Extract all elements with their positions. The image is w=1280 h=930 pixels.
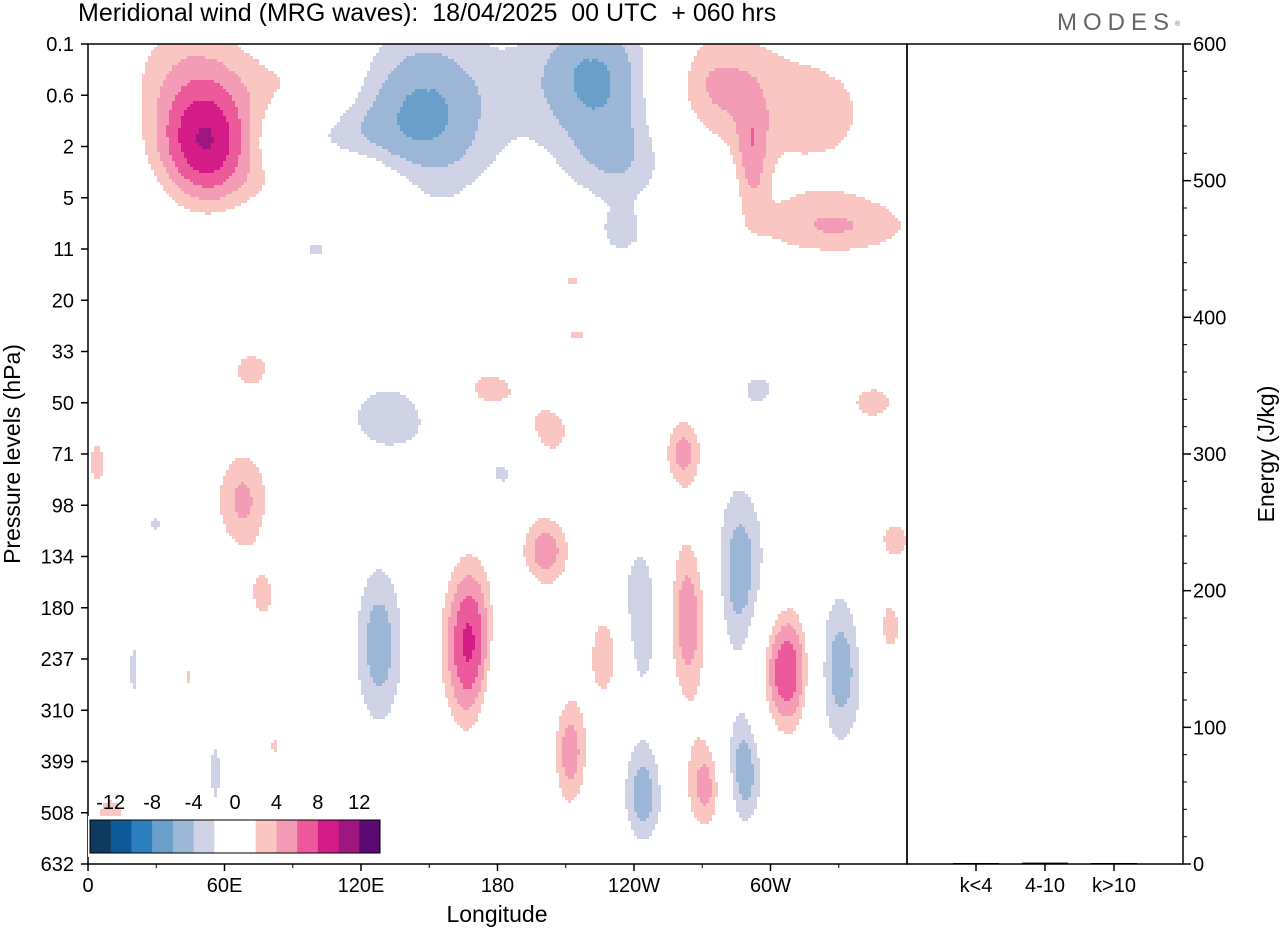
brand-text: MODES (1057, 9, 1176, 36)
y-tick-label: 20 (52, 290, 74, 312)
x-tick-label: 120W (608, 875, 660, 897)
energy-category-label: k>10 (1092, 875, 1136, 897)
colorbar-swatch (214, 820, 236, 853)
colorbar-swatch (255, 820, 277, 853)
energy-y-tick-label: 100 (1193, 717, 1226, 739)
colorbar-tick-label: 12 (348, 792, 370, 814)
colorbar-tick-label: 8 (312, 792, 323, 814)
y-tick-label: 50 (52, 393, 74, 415)
colorbar-swatch (276, 820, 298, 853)
y-tick-label: 508 (41, 803, 74, 825)
x-axis-label: Longitude (446, 901, 547, 927)
energy-y-tick-label: 200 (1193, 581, 1226, 603)
contour-band (397, 59, 610, 140)
modes-logo: MODES® (1057, 9, 1180, 37)
colorbar-tick-label: 0 (229, 792, 240, 814)
contour-band (196, 128, 214, 149)
energy-y-tick-label: 0 (1193, 854, 1204, 876)
pressure-axis: 0.1 0.6 2 5 11 20 33 50 71 98 134 180 237 310 399 508 63… (0, 34, 88, 876)
energy-axis-label: Energy (J/kg) (1253, 386, 1279, 523)
energy-panel: 0 100 200 300 400 500 600 Energy (J/kg) k<4 4-10 k… (953, 34, 1279, 897)
y-tick-label: 11 (53, 239, 74, 261)
colorbar-swatch (152, 820, 174, 853)
y-tick-label: 5 (63, 188, 74, 210)
contour-band (91, 44, 907, 836)
colorbar-swatch (193, 820, 215, 853)
colorbar-swatch (338, 820, 360, 853)
y-tick-label: 237 (41, 649, 74, 671)
longitude-axis: 0 60E 120E 180 120W 60W Longitude (82, 864, 840, 927)
contour-band (178, 101, 475, 662)
colorbar-tick-label: -12 (96, 792, 125, 814)
energy-bar (953, 863, 999, 864)
energy-plot-frame (906, 43, 1184, 865)
energy-y-tick-label: 400 (1193, 307, 1226, 329)
x-tick-label: 0 (82, 875, 93, 897)
y-tick-label: 33 (52, 342, 74, 364)
energy-y-tick-label: 300 (1193, 444, 1226, 466)
energy-bar (1091, 863, 1137, 864)
colorbar-swatch (317, 820, 340, 853)
y-axis-label: Pressure levels (hPa) (0, 344, 25, 564)
colorbar-tick-label: -8 (143, 792, 161, 814)
x-tick-label: 180 (481, 875, 514, 897)
y-tick-label: 134 (41, 547, 74, 569)
energy-category-label: k<4 (960, 875, 993, 897)
x-tick-label: 60E (207, 875, 243, 897)
energy-y-tick-label: 500 (1193, 171, 1226, 193)
colorbar-swatch (172, 820, 195, 853)
energy-category-label: 4-10 (1025, 875, 1065, 897)
colorbar: -12 -8 -4 0 4 8 12 (88, 792, 382, 857)
colorbar-swatch (235, 820, 257, 853)
chart-title: Meridional wind (MRG waves): 18/04/2025 … (78, 0, 777, 27)
y-tick-label: 2 (63, 137, 74, 159)
y-tick-label: 310 (41, 700, 74, 722)
y-tick-label: 180 (41, 598, 74, 620)
energy-bar (1022, 862, 1068, 864)
contour-band (157, 56, 853, 806)
colorbar-swatch (131, 820, 153, 853)
colorbar-tick-label: -4 (185, 792, 203, 814)
colorbar-swatch (359, 820, 381, 853)
x-tick-label: 120E (338, 875, 385, 897)
y-tick-label: 71 (52, 444, 74, 466)
colorbar-frame (89, 819, 381, 854)
registered-mark: ® (1175, 21, 1181, 28)
colorbar-swatch (110, 820, 132, 853)
y-tick-label: 0.6 (46, 85, 74, 107)
y-tick-label: 399 (41, 752, 74, 774)
colorbar-tick-label: 4 (271, 792, 282, 814)
energy-y-tick-label: 600 (1193, 34, 1226, 56)
colorbar-swatch (297, 820, 319, 853)
y-tick-label: 632 (41, 854, 74, 876)
y-tick-label: 98 (52, 495, 74, 517)
colorbar-swatch (90, 820, 112, 853)
contour-field (91, 44, 907, 839)
x-tick-label: 60W (750, 875, 791, 897)
y-tick-label: 0.1 (46, 34, 74, 56)
